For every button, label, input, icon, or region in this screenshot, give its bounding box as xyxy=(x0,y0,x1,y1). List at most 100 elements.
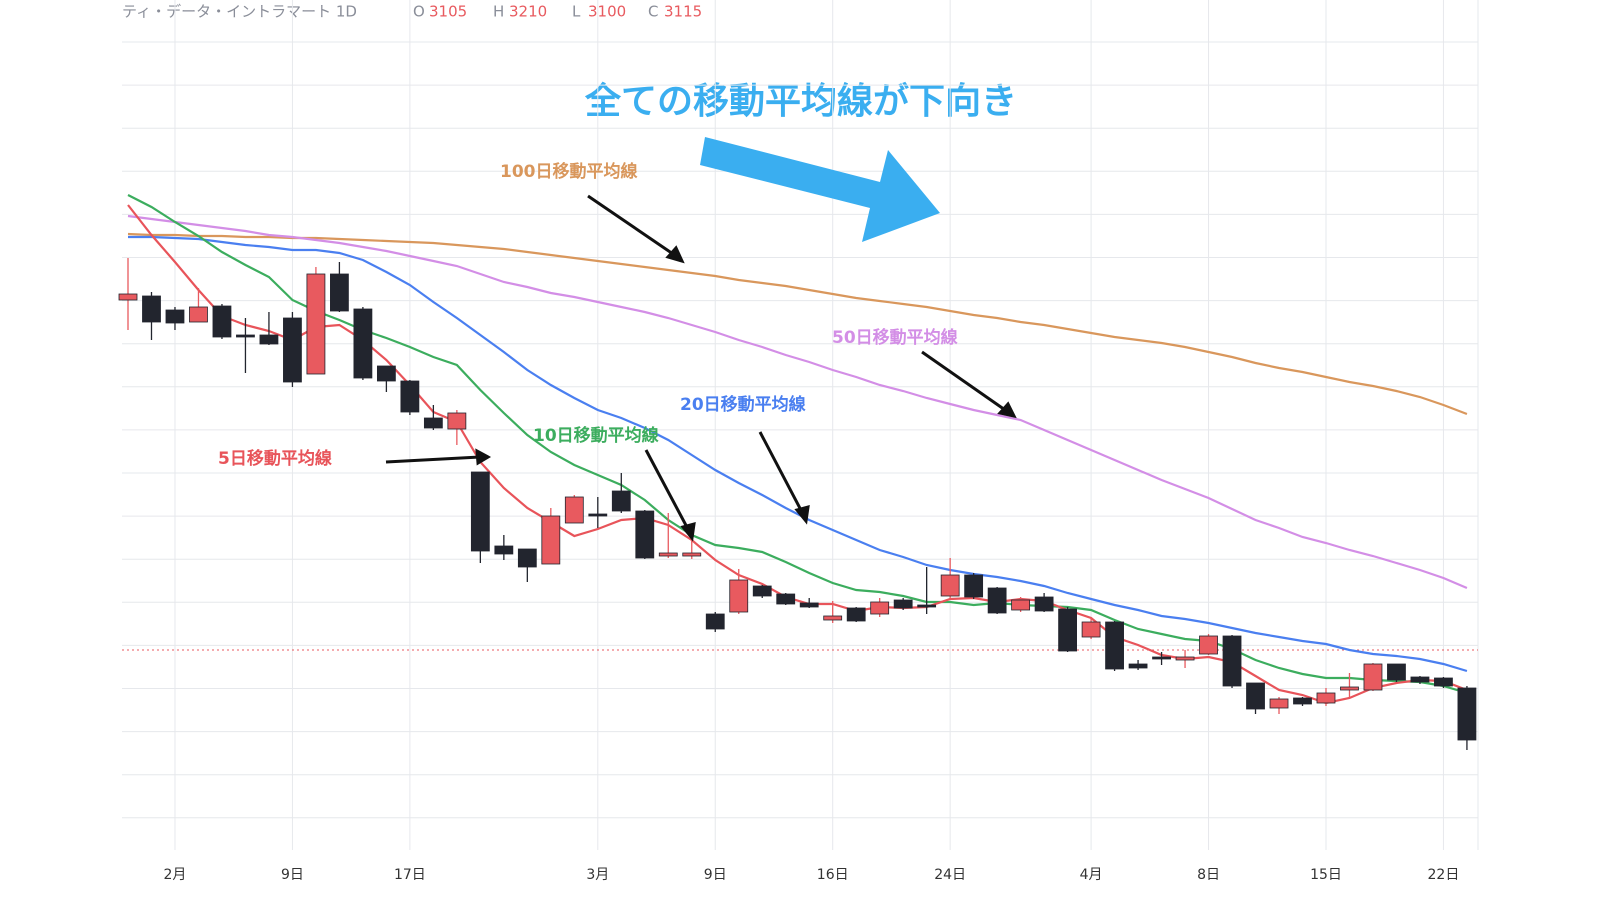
candle-body xyxy=(799,602,819,608)
candle-body xyxy=(1387,663,1406,681)
candle-body xyxy=(447,412,467,430)
ohlc-value: 3100 xyxy=(588,3,626,21)
ohlc-label: O xyxy=(413,3,425,21)
candle-body xyxy=(330,273,349,312)
x-tick-label: 2月 xyxy=(164,867,187,883)
candle-body xyxy=(1222,635,1242,687)
candle-body xyxy=(1363,663,1383,691)
x-tick-label: 22日 xyxy=(1428,867,1460,883)
candle-body xyxy=(1434,677,1453,687)
x-tick-label: 15日 xyxy=(1310,867,1342,883)
arrow-head xyxy=(475,448,492,466)
candle-body xyxy=(611,490,631,512)
arrow-head xyxy=(680,521,696,542)
candle-body xyxy=(1293,697,1312,705)
x-tick-label: 17日 xyxy=(394,867,426,883)
candle-body xyxy=(353,308,373,379)
ma-line xyxy=(127,214,1468,590)
candle-body xyxy=(1457,687,1477,741)
candle-body xyxy=(283,317,302,383)
arrow xyxy=(385,455,481,464)
candle-body xyxy=(588,513,608,517)
ohlc-value: 3210 xyxy=(509,3,547,21)
candle-body xyxy=(1269,698,1289,709)
candle-body xyxy=(212,305,232,338)
candle-body xyxy=(236,334,255,338)
x-tick-label: 3月 xyxy=(586,867,609,883)
candle-body xyxy=(682,552,702,557)
candle-body xyxy=(1152,656,1171,660)
candle-body xyxy=(118,293,138,301)
x-tick-label: 4月 xyxy=(1080,867,1103,883)
candle-body xyxy=(494,545,514,555)
ohlc-label: H xyxy=(493,3,504,21)
candle-body xyxy=(870,601,890,615)
candle-body xyxy=(517,548,537,568)
candle-body xyxy=(189,306,208,323)
candle-body xyxy=(1034,596,1054,612)
candle-body xyxy=(541,515,561,565)
candle-body xyxy=(823,615,843,621)
trend-arrow xyxy=(700,137,940,242)
candle-body xyxy=(846,607,866,622)
candle-body xyxy=(729,579,749,613)
x-tick-label: 9日 xyxy=(704,867,727,883)
candle-body xyxy=(1199,635,1218,655)
candle-body xyxy=(917,604,937,608)
candle-body xyxy=(259,334,279,345)
candle-body xyxy=(1340,686,1359,691)
arrow xyxy=(758,431,805,515)
candle-body xyxy=(658,552,678,557)
candle-body xyxy=(752,585,772,597)
candle-body xyxy=(1058,608,1077,652)
candle-body xyxy=(987,587,1007,614)
candle-body xyxy=(1128,663,1148,669)
candle-body xyxy=(165,309,185,324)
arrow xyxy=(644,449,691,532)
arrow xyxy=(587,194,677,258)
candle-body xyxy=(1410,676,1430,683)
candle-body xyxy=(940,574,960,597)
candle-body xyxy=(1316,692,1336,704)
chart-title: 全ての移動平均線が下向き xyxy=(584,80,1017,122)
ohlc-value: 3105 xyxy=(429,3,467,21)
ohlc-value: 3115 xyxy=(664,3,702,21)
arrow xyxy=(921,350,1009,414)
candle-body xyxy=(964,574,984,598)
ohlc-label: C xyxy=(648,3,658,21)
candle-body xyxy=(400,380,420,413)
arrow-head xyxy=(794,504,810,525)
arrow-head xyxy=(997,401,1017,419)
candle-body xyxy=(142,295,161,323)
candle-body xyxy=(635,510,655,559)
ma-label: 10日移動平均線 xyxy=(533,425,659,446)
candle-body xyxy=(376,365,396,382)
candle-body xyxy=(470,471,490,552)
candle-body xyxy=(1081,621,1101,638)
symbol: ティ・データ・イントラマート 1D xyxy=(122,3,357,21)
ma-label: 20日移動平均線 xyxy=(680,394,806,415)
candle-body xyxy=(1246,682,1265,710)
ma-line xyxy=(127,204,1468,705)
x-tick-label: 24日 xyxy=(934,867,966,883)
candle-body xyxy=(893,599,913,609)
candle-body xyxy=(423,417,443,429)
candle-body xyxy=(705,613,725,630)
x-tick-label: 9日 xyxy=(281,867,304,883)
candle-body xyxy=(1105,621,1124,670)
candle-body xyxy=(306,273,326,375)
candle-body xyxy=(1175,656,1195,661)
ma-line xyxy=(127,194,1468,695)
arrow-head xyxy=(665,245,685,264)
ma-label: 50日移動平均線 xyxy=(832,327,958,348)
annotation-arrows xyxy=(385,137,1017,542)
x-tick-label: 16日 xyxy=(817,867,849,883)
x-tick-label: 8日 xyxy=(1197,867,1220,883)
ma-label: 100日移動平均線 xyxy=(500,161,638,182)
ma-line xyxy=(127,232,1468,416)
ma-label: 5日移動平均線 xyxy=(218,448,332,469)
candle-body xyxy=(1011,599,1031,611)
candle-body xyxy=(776,593,796,605)
ohlc-label: L xyxy=(572,3,581,21)
